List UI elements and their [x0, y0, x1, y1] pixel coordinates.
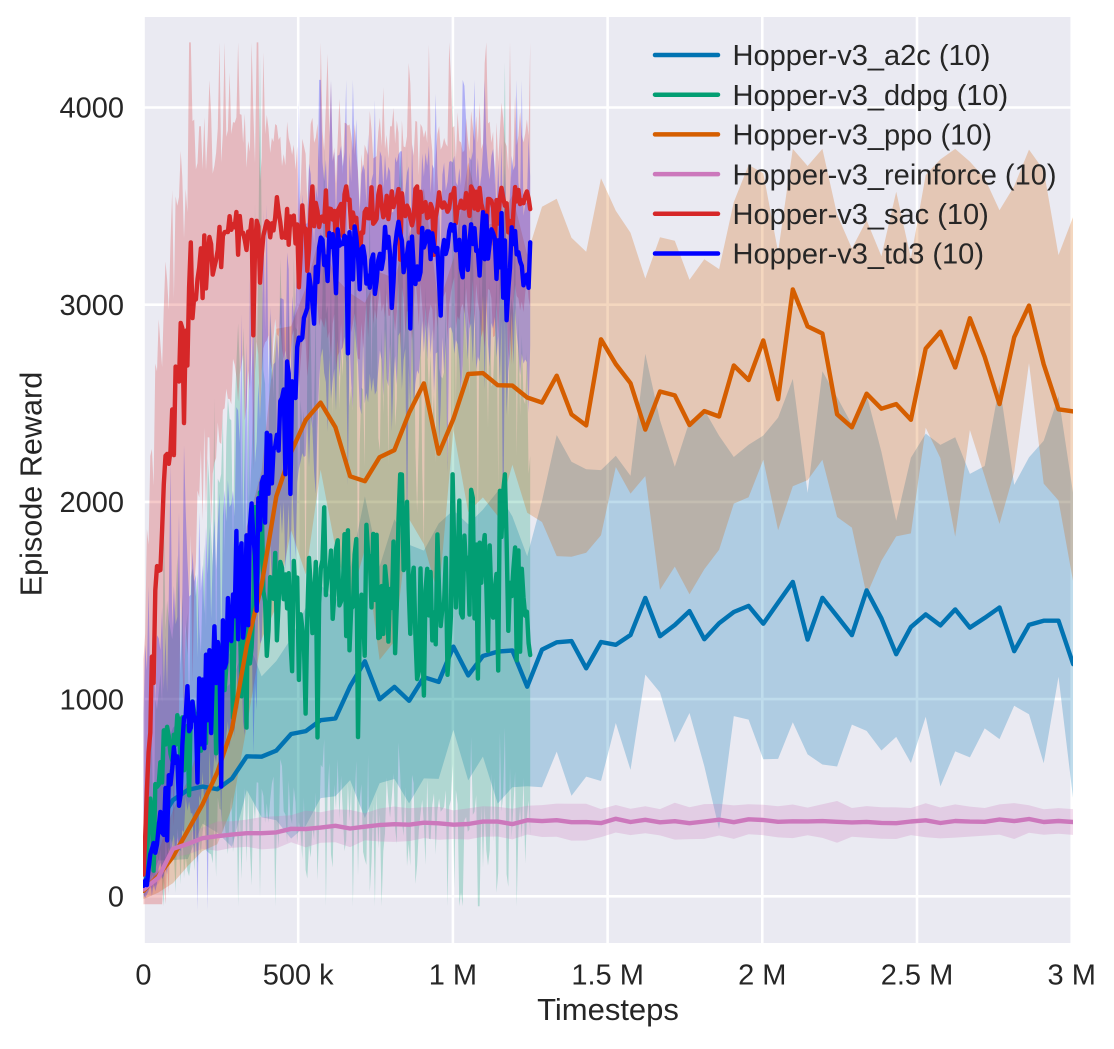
svg-text:2 M: 2 M: [738, 960, 786, 992]
svg-text:Hopper-v3_ddpg (10): Hopper-v3_ddpg (10): [733, 80, 1009, 112]
svg-text:1000: 1000: [59, 684, 124, 716]
svg-text:Hopper-v3_a2c (10): Hopper-v3_a2c (10): [733, 40, 991, 72]
svg-text:Hopper-v3_td3 (10): Hopper-v3_td3 (10): [733, 239, 984, 271]
svg-text:1 M: 1 M: [429, 960, 477, 992]
svg-text:2.5 M: 2.5 M: [881, 960, 954, 992]
svg-text:Hopper-v3_reinforce (10): Hopper-v3_reinforce (10): [733, 159, 1057, 191]
svg-text:0: 0: [135, 960, 151, 992]
svg-text:Timesteps: Timesteps: [537, 992, 679, 1027]
svg-text:Hopper-v3_ppo (10): Hopper-v3_ppo (10): [733, 120, 993, 152]
svg-text:500 k: 500 k: [263, 960, 334, 992]
svg-text:3 M: 3 M: [1048, 960, 1096, 992]
svg-text:Episode Reward: Episode Reward: [15, 372, 49, 596]
svg-text:0: 0: [108, 882, 124, 914]
svg-text:3000: 3000: [59, 290, 124, 322]
svg-text:1.5 M: 1.5 M: [571, 960, 644, 992]
svg-text:2000: 2000: [59, 487, 124, 519]
svg-text:4000: 4000: [59, 93, 124, 125]
svg-text:Hopper-v3_sac (10): Hopper-v3_sac (10): [733, 199, 989, 231]
